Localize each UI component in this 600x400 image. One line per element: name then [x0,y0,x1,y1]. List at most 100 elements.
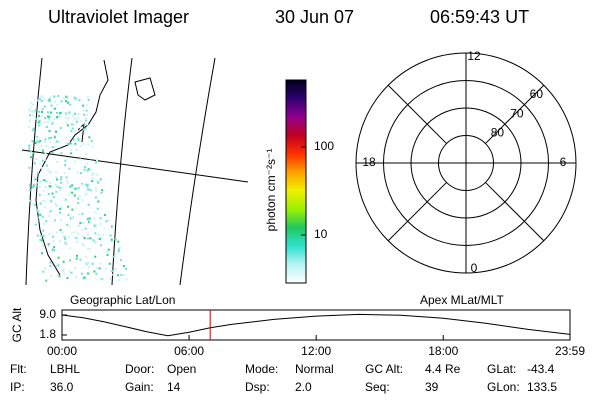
aurora-pixel [43,222,46,225]
aurora-pixel [41,95,44,98]
aurora-pixel [73,194,76,197]
aurora-pixel [70,217,73,220]
aurora-pixel [58,240,61,243]
aurora-pixel [72,138,75,141]
aurora-pixel [31,140,34,143]
aurora-pixel [96,237,99,240]
aurora-pixel [94,240,97,243]
aurora-pixel [96,159,98,162]
status-value: LBHL [50,362,80,376]
aurora-pixel [46,115,49,118]
aurora-pixel [38,120,41,123]
parallel [21,149,249,183]
aurora-pixel [36,210,39,213]
aurora-pixel [125,268,127,270]
aurora-pixel [50,111,52,114]
aurora-pixel [61,231,64,234]
aurora-pixel [48,141,51,144]
aurora-pixel [82,128,85,131]
status-label: GC Alt: [365,362,403,376]
aurora-pixel [44,117,47,119]
aurora-pixel [117,240,120,243]
aurora-pixel [123,274,126,277]
aurora-pixel [76,139,79,142]
aurora-pixel [91,173,94,176]
aurora-pixel [60,111,63,114]
aurora-pixel [99,278,102,281]
aurora-pixel [39,119,42,122]
aurora-pixel [106,254,109,257]
polar-spoke [485,182,545,242]
aurora-pixel [31,110,34,113]
x-tick-label: 06:00 [174,344,204,358]
aurora-pixel [79,145,82,147]
aurora-pixel [37,216,40,219]
aurora-pixel [39,202,42,205]
aurora-pixel [69,259,71,262]
lat-label: 70 [510,106,524,120]
altitude-line [61,313,571,337]
aurora-pixel [53,219,56,222]
aurora-pixel [94,226,97,229]
aurora-pixel [29,110,32,113]
aurora-pixel [67,193,70,196]
aurora-pixel [73,123,76,126]
aurora-pixel [99,217,102,220]
aurora-pixel [58,275,61,278]
aurora-pixel [73,231,76,234]
aurora-pixel [67,214,70,216]
aurora-pixel [64,242,67,245]
aurora-pixel [87,98,90,101]
aurora-pixel [50,274,53,277]
aurora-pixel [60,206,63,209]
aurora-pixel [84,165,87,168]
aurora-pixel [80,183,83,186]
aurora-pixel [68,167,71,170]
aurora-pixel [58,186,61,189]
aurora-pixel [64,164,66,167]
aurora-pixel [77,117,80,120]
aurora-pixel [35,135,38,138]
polar-spoke [387,182,447,242]
aurora-pixel [111,240,113,243]
aurora-pixel [38,185,41,188]
aurora-pixel [41,108,44,111]
aurora-pixel [55,190,58,193]
aurora-pixel [108,262,111,265]
aurora-pixel [39,162,42,165]
aurora-pixel [77,224,80,227]
aurora-pixel [95,272,98,275]
aurora-pixel [39,122,42,125]
aurora-pixel [56,140,58,143]
aurora-pixel [39,139,42,142]
aurora-pixel [48,115,51,118]
status-label: Gain: [125,380,154,394]
aurora-pixel [83,168,86,171]
aurora-pixel [77,232,79,235]
aurora-pixel [67,112,70,115]
aurora-pixel [59,229,62,232]
aurora-pixel [100,277,103,280]
aurora-pixel [94,196,97,199]
aurora-pixel [105,220,108,223]
aurora-pixel [82,143,85,146]
aurora-pixel [28,189,31,192]
aurora-pixel [87,168,90,171]
aurora-pixel [54,202,57,205]
aurora-pixel [99,236,102,239]
aurora-pixel [98,238,101,241]
aurora-pixel [70,186,73,189]
aurora-pixel [84,227,87,230]
aurora-pixel [117,274,120,277]
aurora-pixel [48,137,50,140]
x-tick-label: 12:00 [301,344,331,358]
aurora-pixel [88,217,91,220]
aurora-pixel [29,156,32,159]
aurora-pixel [39,98,42,101]
aurora-pixel [92,239,95,242]
aurora-pixel [99,223,102,225]
aurora-pixel [119,246,121,249]
aurora-pixel [48,232,51,235]
aurora-pixel [73,96,76,99]
aurora-pixel [114,253,117,256]
